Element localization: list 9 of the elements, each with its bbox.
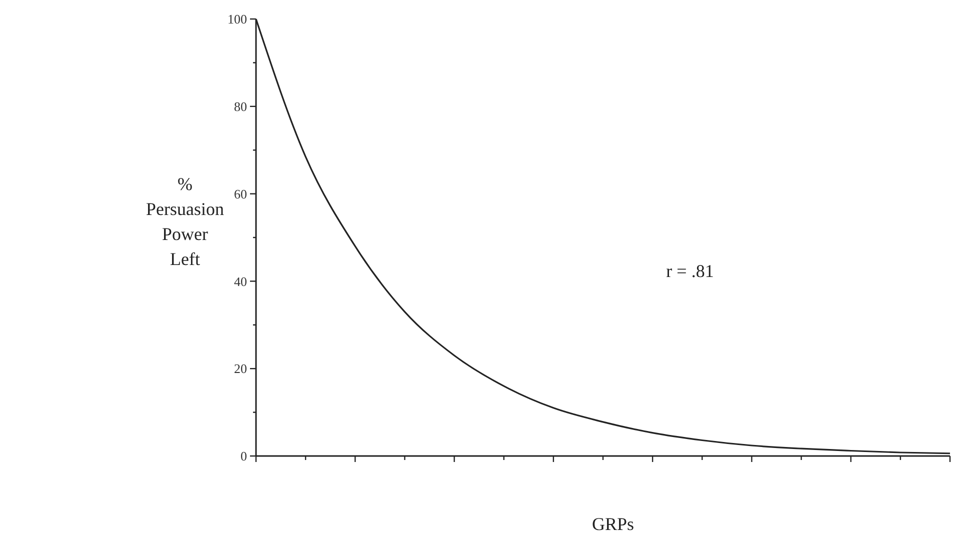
y-tick-label: 60 bbox=[234, 186, 247, 202]
y-tick-label: 80 bbox=[234, 98, 247, 114]
y-tick-label: 0 bbox=[240, 448, 247, 464]
y-tick-label: 20 bbox=[234, 361, 247, 376]
x-axis-title: GRPs bbox=[592, 514, 634, 534]
y-tick-label: 40 bbox=[234, 274, 247, 289]
y-tick-label: 100 bbox=[228, 12, 247, 27]
y-axis-title: % Persuasion Power Left bbox=[146, 174, 224, 269]
annotation: r = .81 bbox=[666, 261, 714, 281]
